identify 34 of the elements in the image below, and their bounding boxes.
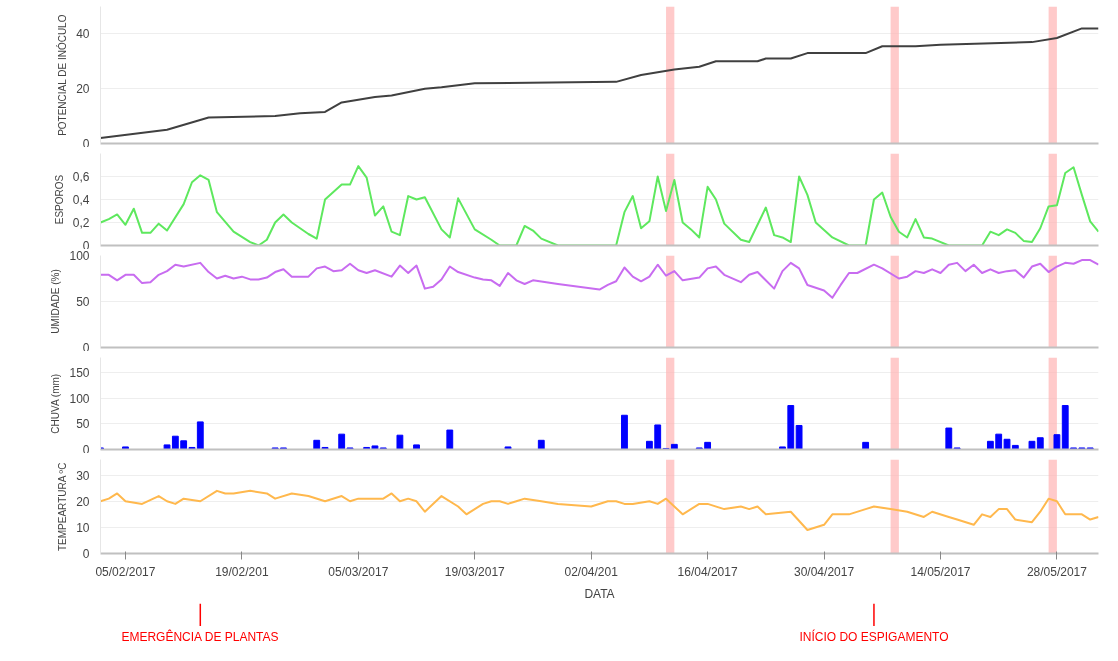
y-tick-label: 150 <box>69 366 90 381</box>
y-tick-label: 40 <box>76 27 90 42</box>
y-axis-title: UMIDADE (%) <box>50 269 62 334</box>
annotation: INÍCIO DO ESPIGAMENTO <box>799 629 949 644</box>
x-tick-label: 16/04/2017 <box>677 564 738 579</box>
x-tick-label: 14/05/2017 <box>910 564 971 579</box>
y-tick-label: 100 <box>69 391 90 406</box>
y-tick-label: 0 <box>82 547 90 561</box>
x-tick-label: 05/03/2017 <box>328 564 389 579</box>
x-tick-label: 30/04/2017 <box>794 564 855 579</box>
y-axis-title: ESPOROS <box>53 174 65 225</box>
x-axis-title: DATA <box>584 586 615 601</box>
y-axis-title: TEMPEARTURA ºC <box>57 462 69 552</box>
y-axis-title: CHUVA (mm) <box>50 373 62 434</box>
y-tick-label: 0,4 <box>72 193 90 207</box>
x-tick-label: 02/04/201 <box>564 564 619 579</box>
y-tick-label: 100 <box>69 249 90 263</box>
y-tick-label: 10 <box>76 520 90 535</box>
y-tick-label: 0,2 <box>72 216 90 230</box>
y-tick-label: 50 <box>76 295 90 309</box>
annotation: EMERGÊNCIA DE PLANTAS <box>121 629 279 644</box>
x-tick-label: 28/05/2017 <box>1026 564 1088 579</box>
y-tick-label: 0 <box>82 136 90 151</box>
x-tick-label: 19/03/2017 <box>444 564 506 579</box>
y-tick-label: 0,6 <box>72 170 90 184</box>
y-tick-label: 20 <box>76 494 90 509</box>
y-axis-title: POTENCIAL DE INÓCULO <box>56 14 69 136</box>
y-tick-label: 20 <box>76 82 90 97</box>
y-tick-label: 50 <box>76 417 90 432</box>
y-tick-label: 0 <box>82 340 90 355</box>
y-tick-label: 0 <box>82 442 90 457</box>
x-tick-label: 19/02/201 <box>215 564 269 579</box>
y-tick-label: 30 <box>76 468 90 483</box>
x-tick-label: 05/02/2017 <box>95 564 156 579</box>
